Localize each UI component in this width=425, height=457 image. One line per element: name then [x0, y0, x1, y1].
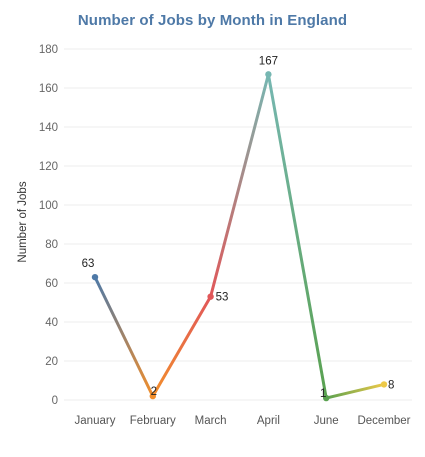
- data-point[interactable]: [265, 71, 272, 78]
- x-axis-ticks: January February March April June December: [75, 415, 411, 427]
- series-line: [93, 72, 386, 400]
- line-segment: [266, 72, 328, 400]
- x-tick-label: March: [195, 415, 227, 427]
- data-label: 1: [320, 388, 326, 400]
- line-segment: [324, 382, 386, 400]
- y-tick-label: 100: [39, 200, 58, 212]
- x-tick-label: January: [75, 415, 116, 427]
- data-label: 167: [259, 55, 278, 67]
- data-point[interactable]: [380, 381, 388, 388]
- line-segment: [209, 72, 270, 299]
- data-label: 63: [82, 258, 95, 270]
- y-axis-title: Number of Jobs: [17, 181, 29, 262]
- y-axis-ticks: 0 20 40 60 80 100 120 140 160 180: [39, 44, 58, 407]
- y-tick-label: 80: [45, 239, 58, 251]
- line-segment: [93, 275, 155, 398]
- y-tick-label: 20: [45, 356, 58, 368]
- x-tick-label: April: [257, 415, 280, 427]
- y-tick-label: 0: [52, 395, 58, 407]
- gridlines: [64, 48, 412, 401]
- y-tick-label: 40: [45, 317, 58, 329]
- data-labels: 63 2 53 167 1 8: [82, 55, 395, 400]
- y-tick-label: 120: [39, 161, 58, 173]
- data-point[interactable]: [91, 273, 99, 281]
- data-point[interactable]: [149, 392, 156, 400]
- x-tick-label: February: [130, 415, 176, 427]
- data-point[interactable]: [323, 394, 330, 402]
- chart-title: Number of Jobs by Month in England: [77, 12, 348, 29]
- y-tick-label: 180: [39, 44, 58, 56]
- data-label: 53: [216, 292, 229, 304]
- data-points[interactable]: [91, 71, 388, 402]
- x-tick-label: June: [314, 415, 339, 427]
- data-label: 2: [151, 386, 157, 398]
- x-tick-label: December: [357, 415, 410, 427]
- data-point[interactable]: [207, 293, 214, 300]
- line-segment: [151, 295, 213, 398]
- y-tick-label: 160: [39, 83, 58, 95]
- y-tick-label: 60: [45, 278, 58, 290]
- y-tick-label: 140: [39, 122, 58, 134]
- data-label: 8: [388, 379, 394, 391]
